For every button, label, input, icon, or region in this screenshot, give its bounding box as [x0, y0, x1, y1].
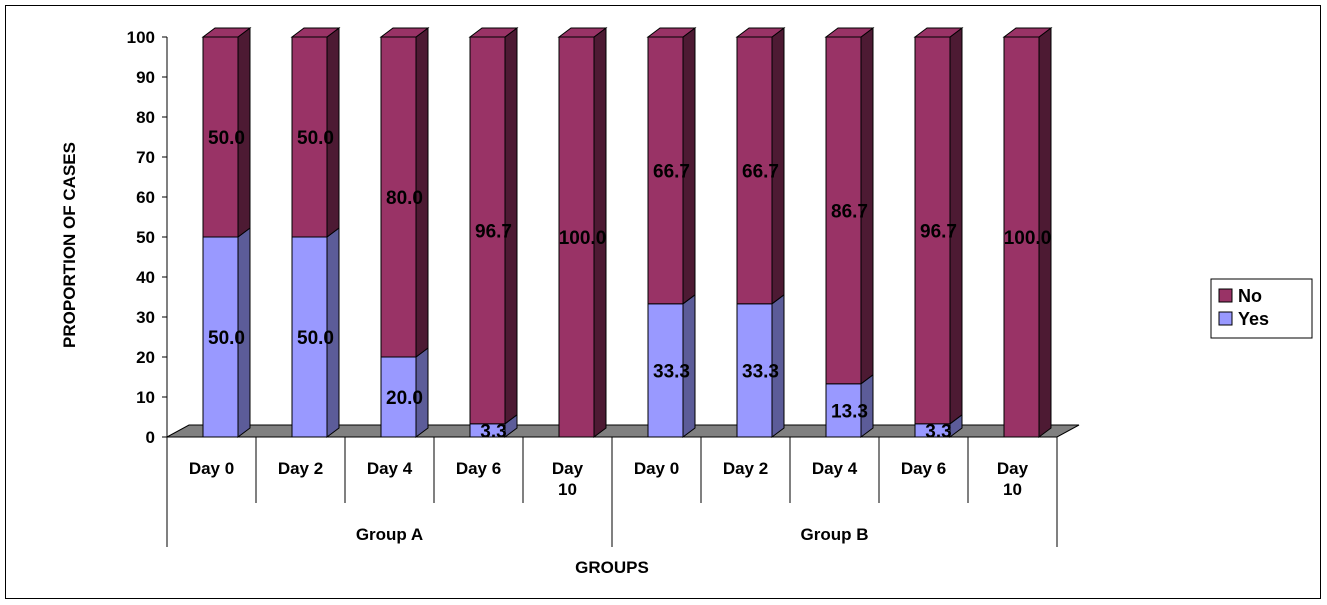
legend: No Yes: [1210, 278, 1313, 339]
data-label-yes: 33.3: [742, 361, 779, 382]
bar-top-no: [557, 27, 608, 38]
data-label-no: 100.0: [559, 228, 607, 249]
bar-top-no: [646, 27, 697, 38]
bar-top-no: [201, 27, 252, 38]
bar-no: [380, 36, 417, 358]
bar-no: [291, 36, 328, 238]
bar-top-no: [735, 27, 786, 38]
bar-top-no: [913, 27, 964, 38]
data-label-yes: 50.0: [208, 328, 245, 349]
bar-no: [558, 36, 595, 438]
data-label-no: 66.7: [742, 161, 779, 182]
x-group-label: Group B: [801, 525, 869, 544]
data-label-no: 100.0: [1004, 228, 1052, 249]
legend-swatch-yes: [1218, 311, 1233, 326]
bar-yes: [291, 236, 328, 438]
y-tick-label: 40: [136, 268, 155, 287]
data-label-yes: 33.3: [653, 361, 690, 382]
data-label-no: 50.0: [208, 128, 245, 149]
data-label-no: 80.0: [386, 188, 423, 209]
x-group-label: Group A: [356, 525, 423, 544]
data-label-yes: 3.3: [480, 421, 506, 442]
bar-yes: [825, 383, 862, 438]
bar-no: [736, 36, 773, 305]
x-category-label: Day 4: [812, 459, 858, 478]
y-tick-label: 0: [146, 428, 155, 447]
legend-label-yes: Yes: [1238, 309, 1269, 329]
bar-top-no: [824, 27, 875, 38]
y-tick-label: 10: [136, 388, 155, 407]
x-category-label: Day 0: [634, 459, 679, 478]
x-category-label: 10: [558, 480, 577, 499]
bar-no: [914, 36, 951, 425]
legend-swatch-no: [1218, 288, 1233, 303]
data-label-yes: 3.3: [925, 421, 951, 442]
legend-label-no: No: [1238, 286, 1262, 306]
x-category-label: 10: [1003, 480, 1022, 499]
y-tick-label: 70: [136, 148, 155, 167]
y-tick-label: 60: [136, 188, 155, 207]
data-label-no: 96.7: [475, 221, 512, 242]
data-label-no: 66.7: [653, 161, 690, 182]
y-tick-label: 50: [136, 228, 155, 247]
x-category-label: Day: [552, 459, 584, 478]
data-label-yes: 20.0: [386, 388, 423, 409]
x-category-label: Day: [997, 459, 1029, 478]
bar-yes: [380, 356, 417, 438]
x-axis-title: GROUPS: [575, 558, 649, 577]
x-category-label: Day 0: [189, 459, 234, 478]
y-tick-label: 90: [136, 68, 155, 87]
x-category-label: Day 6: [456, 459, 501, 478]
y-axis-title: PROPORTION OF CASES: [60, 142, 79, 348]
data-label-no: 86.7: [831, 201, 868, 222]
bar-no: [825, 36, 862, 385]
bar-yes: [202, 236, 239, 438]
bar-top-no: [290, 27, 341, 38]
chart-frame: [5, 5, 1321, 599]
x-category-label: Day 2: [278, 459, 323, 478]
y-tick-label: 80: [136, 108, 155, 127]
data-label-yes: 50.0: [297, 328, 334, 349]
bar-top-no: [468, 27, 519, 38]
bar-yes: [647, 303, 684, 438]
x-category-label: Day 2: [723, 459, 768, 478]
data-label-no: 96.7: [920, 221, 957, 242]
bar-top-no: [1002, 27, 1053, 38]
bar-top-no: [379, 27, 430, 38]
data-label-no: 50.0: [297, 128, 334, 149]
y-tick-label: 30: [136, 308, 155, 327]
y-tick-label: 20: [136, 348, 155, 367]
data-label-yes: 13.3: [831, 401, 868, 422]
x-category-label: Day 6: [901, 459, 946, 478]
bar-no: [469, 36, 506, 425]
y-tick-label: 100: [127, 28, 155, 47]
x-category-label: Day 4: [367, 459, 413, 478]
